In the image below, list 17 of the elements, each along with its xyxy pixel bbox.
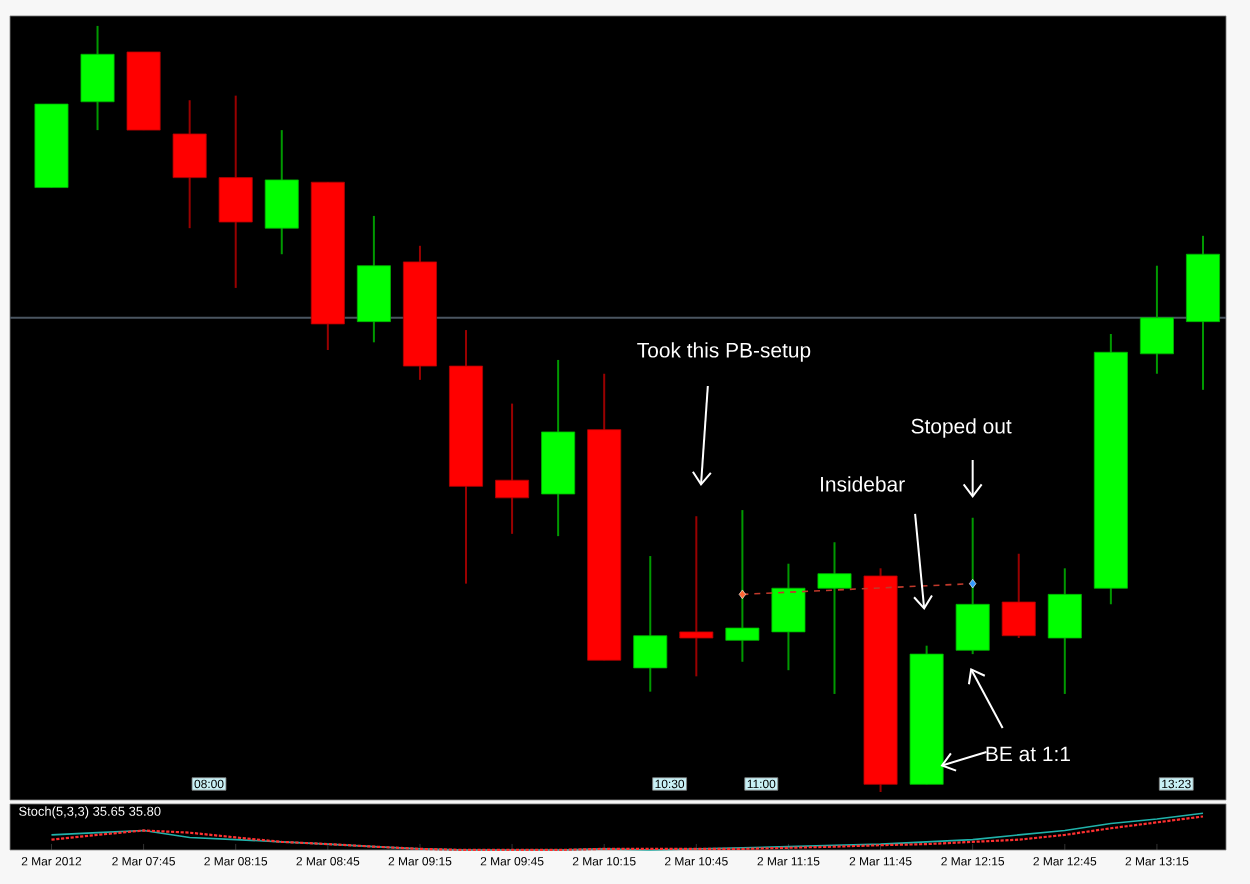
candlestick bbox=[1139, 264, 1174, 375]
candlestick bbox=[172, 99, 207, 230]
candlestick bbox=[817, 541, 852, 695]
candlestick bbox=[955, 516, 990, 656]
candlestick bbox=[771, 562, 806, 672]
candlestick bbox=[725, 509, 760, 663]
candlestick bbox=[218, 94, 253, 289]
annotation: BE at 1:1 bbox=[986, 746, 1070, 762]
candlestick bbox=[679, 515, 714, 678]
candlestick bbox=[1047, 567, 1082, 695]
candlestick bbox=[495, 402, 530, 535]
annotation: Took this PB-setup bbox=[637, 342, 811, 362]
candlestick bbox=[80, 24, 115, 132]
candlestick bbox=[633, 555, 668, 693]
annotation: Stoped out bbox=[911, 418, 1012, 438]
annotation: Insidebar bbox=[821, 476, 905, 492]
candlestick bbox=[1001, 552, 1036, 640]
